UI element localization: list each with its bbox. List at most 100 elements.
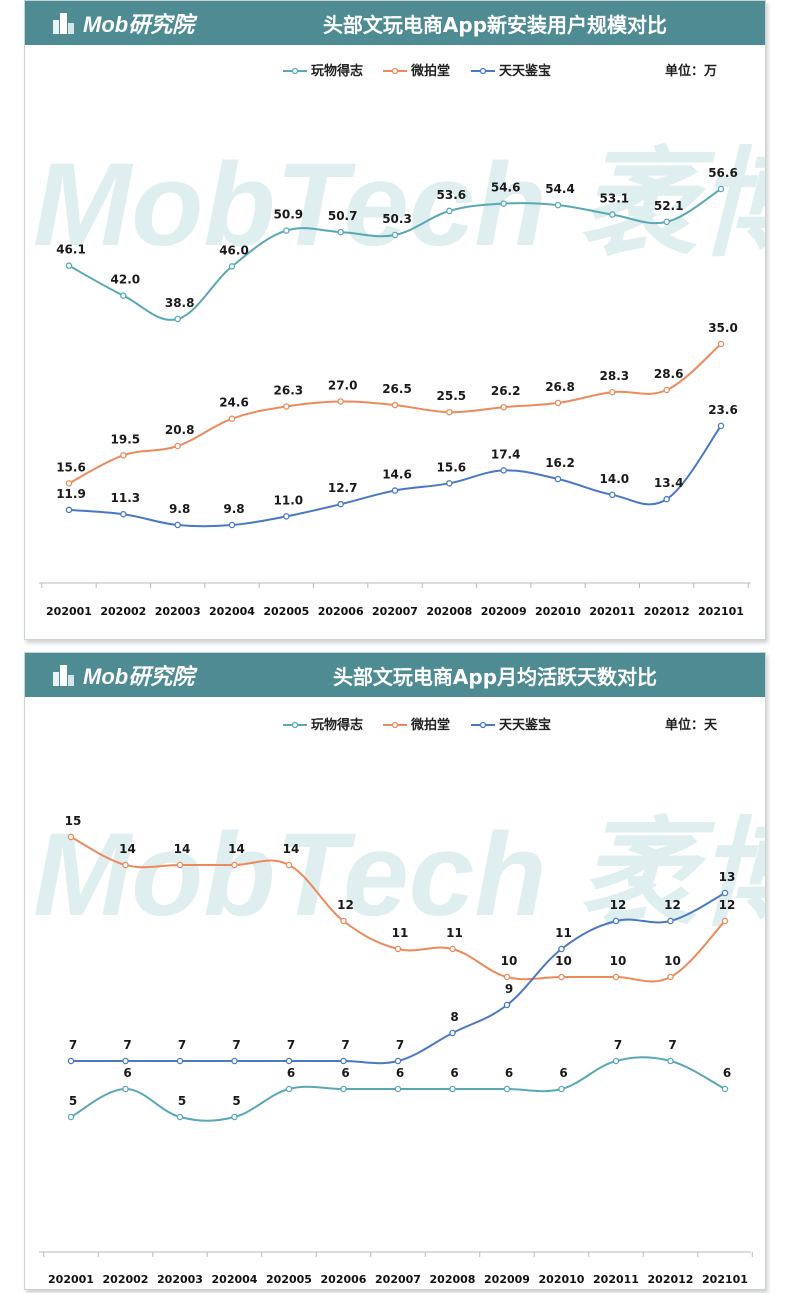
- legend-label: 玩物得志: [311, 717, 363, 733]
- logo-building-icon: [51, 10, 77, 36]
- data-point: [612, 1057, 620, 1065]
- x-tick-label: 202002: [100, 605, 146, 618]
- legend-label: 微拍堂: [410, 63, 450, 79]
- data-label: 6: [287, 1066, 295, 1080]
- legend-swatch-marker: [391, 67, 399, 75]
- data-label: 46.1: [56, 243, 86, 257]
- data-point: [228, 263, 236, 270]
- x-tick-label: 202005: [263, 605, 309, 618]
- x-tick-label: 202009: [481, 605, 527, 618]
- x-tick-label: 202101: [698, 605, 744, 618]
- data-label: 35.0: [708, 321, 738, 335]
- chart-title: 头部文玩电商App新安装用户规模对比: [322, 13, 668, 37]
- data-point: [609, 211, 616, 218]
- data-point: [285, 1057, 293, 1065]
- chart-header: Mob研究院 头部文玩电商App新安装用户规模对比: [25, 1, 765, 45]
- data-point: [558, 973, 565, 981]
- x-tick-label: 202005: [266, 1273, 312, 1286]
- data-point: [65, 506, 73, 514]
- x-tick-label: 202012: [648, 1273, 694, 1286]
- data-point: [394, 945, 402, 953]
- data-label: 6: [559, 1066, 567, 1080]
- data-label: 54.6: [491, 181, 521, 195]
- data-label: 14.0: [600, 472, 630, 486]
- legend-swatch-marker: [479, 721, 487, 729]
- chart-header: Mob研究院 头部文玩电商App月均活跃天数对比: [25, 653, 765, 697]
- data-point: [120, 452, 127, 459]
- x-tick-label: 202001: [48, 1273, 94, 1286]
- x-tick-label: 202007: [375, 1273, 421, 1286]
- data-point: [391, 487, 399, 494]
- mob-logo: Mob研究院: [51, 658, 194, 692]
- legend-label: 天天鉴宝: [499, 717, 551, 733]
- data-label: 24.6: [219, 396, 249, 410]
- data-label: 10: [501, 954, 518, 968]
- x-tick-label: 202010: [539, 1273, 585, 1286]
- data-point: [283, 403, 290, 410]
- data-label: 6: [123, 1066, 131, 1080]
- data-label: 11.9: [56, 487, 86, 501]
- data-point: [231, 1113, 238, 1121]
- data-label: 56.6: [708, 166, 738, 180]
- legend-swatch-marker: [291, 721, 299, 729]
- data-point: [717, 185, 725, 193]
- x-tick-label: 202009: [484, 1273, 530, 1286]
- data-label: 7: [341, 1038, 349, 1052]
- data-label: 12: [719, 898, 736, 912]
- data-point: [667, 973, 674, 981]
- data-label: 7: [668, 1038, 676, 1052]
- unit-label: 单位：天: [665, 717, 718, 733]
- data-label: 15.6: [56, 460, 86, 474]
- data-label: 11.3: [111, 491, 141, 505]
- data-point: [67, 833, 75, 841]
- data-point: [500, 467, 507, 474]
- data-label: 7: [287, 1038, 295, 1052]
- data-label: 38.8: [165, 296, 195, 310]
- data-label: 50.3: [382, 212, 412, 226]
- data-point: [67, 1057, 75, 1065]
- data-label: 11: [446, 926, 463, 940]
- data-label: 7: [614, 1038, 622, 1052]
- data-label: 6: [723, 1066, 731, 1080]
- data-label: 23.6: [708, 403, 738, 417]
- chart-title: 头部文玩电商App月均活跃天数对比: [332, 665, 658, 689]
- data-point: [340, 917, 347, 925]
- x-tick-label: 202101: [702, 1273, 748, 1286]
- x-tick-label: 202012: [644, 605, 690, 618]
- data-point: [663, 495, 670, 503]
- data-label: 13.4: [654, 476, 684, 490]
- data-label: 25.5: [437, 389, 467, 403]
- data-point: [337, 398, 344, 405]
- data-point: [283, 513, 290, 520]
- data-point: [176, 1113, 184, 1121]
- data-label: 7: [396, 1038, 404, 1052]
- data-label: 10: [610, 954, 627, 968]
- data-label: 5: [232, 1094, 240, 1108]
- data-point: [228, 521, 236, 529]
- data-point: [721, 917, 729, 925]
- x-tick-label: 202007: [372, 605, 418, 618]
- x-tick-label: 202002: [103, 1273, 149, 1286]
- data-point: [663, 218, 670, 226]
- x-tick-label: 202011: [589, 605, 635, 618]
- data-point: [503, 973, 511, 981]
- data-label: 14: [119, 842, 136, 856]
- data-label: 14: [283, 842, 300, 856]
- logo-text: Mob研究院: [83, 12, 195, 37]
- active-days-line-chart: MobTech 袤博 玩物得志 微拍堂 天天鉴宝 单位：天 202001 202002 202…: [33, 717, 765, 1286]
- data-point: [337, 500, 344, 508]
- data-point: [391, 401, 399, 409]
- data-point: [285, 1085, 293, 1093]
- legend-label: 天天鉴宝: [499, 63, 551, 79]
- data-point: [67, 1113, 75, 1121]
- data-point: [120, 510, 127, 518]
- legend-label: 玩物得志: [311, 63, 363, 79]
- data-point: [174, 315, 181, 323]
- data-point: [554, 475, 562, 483]
- data-label: 10: [555, 954, 572, 968]
- data-label: 7: [178, 1038, 186, 1052]
- data-label: 11: [392, 926, 409, 940]
- data-label: 13: [719, 870, 736, 884]
- data-point: [122, 1057, 129, 1065]
- data-label: 6: [450, 1066, 458, 1080]
